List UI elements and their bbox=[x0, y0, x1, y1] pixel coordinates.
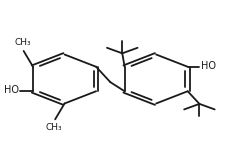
Text: HO: HO bbox=[4, 85, 19, 95]
Text: CH₃: CH₃ bbox=[14, 38, 31, 47]
Text: HO: HO bbox=[201, 61, 216, 71]
Text: CH₃: CH₃ bbox=[46, 123, 62, 132]
